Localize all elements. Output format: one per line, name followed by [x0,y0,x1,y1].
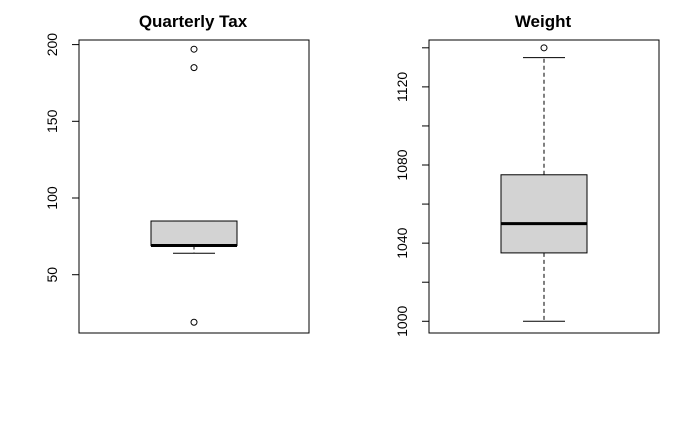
y-tick-label: 1080 [394,149,410,180]
y-tick-label: 1000 [394,305,410,336]
y-tick-label: 100 [44,186,60,210]
plot-frame-weight [428,39,660,334]
plot-frame-quarterly-tax [78,39,310,334]
panel-weight: Weight 1000 1040 1080 1120 [394,12,660,337]
chart-title-weight: Weight [515,12,572,31]
iqr-box [150,220,238,247]
outlier-point [190,64,198,72]
outlier-point [190,45,198,53]
y-tick-label: 150 [44,109,60,133]
panel-quarterly-tax: Quarterly Tax 50 100 150 200 [44,12,310,334]
outlier-point [190,318,198,326]
y-tick-label: 1040 [394,227,410,258]
y-tick-label: 1120 [394,72,410,102]
y-tick-label: 50 [44,267,60,283]
chart-title-quarterly-tax: Quarterly Tax [139,12,248,31]
iqr-box [500,174,588,254]
y-tick-label: 200 [44,33,60,57]
outlier-point [540,44,548,52]
